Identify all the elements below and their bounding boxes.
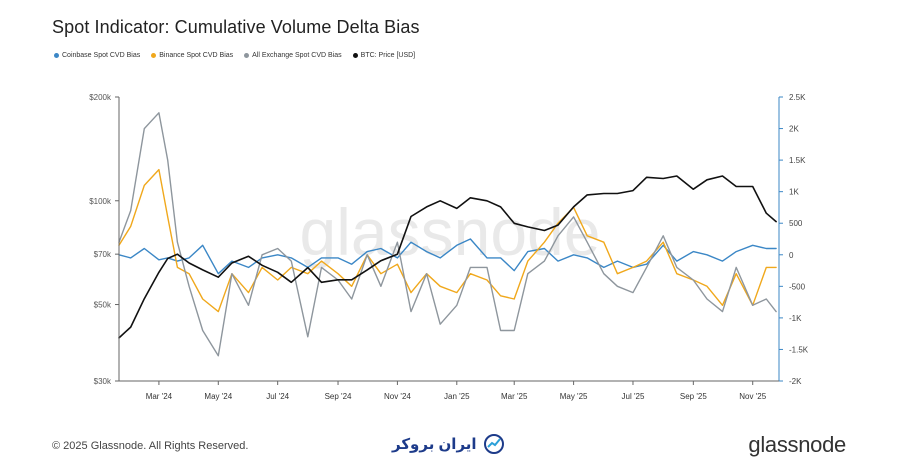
y-right-tick-label: 1.5K bbox=[789, 156, 806, 165]
legend-dot-btc-price bbox=[352, 53, 358, 58]
y-left-tick-label: $70k bbox=[94, 250, 112, 259]
y-right-tick-label: 2.5K bbox=[789, 93, 806, 102]
legend-label-binance: Binance Spot CVD Bias bbox=[159, 52, 234, 59]
y-right-tick-label: 2K bbox=[789, 125, 799, 134]
watermark: glassnode bbox=[300, 195, 601, 269]
x-tick-label: Nov '24 bbox=[384, 392, 411, 401]
footer-copyright: © 2025 Glassnode. All Rights Reserved. bbox=[52, 440, 249, 452]
x-tick-label: May '24 bbox=[204, 392, 232, 401]
y-right-tick-label: -1.5K bbox=[789, 345, 809, 354]
series-line-0 bbox=[118, 238, 777, 275]
y-right-tick-label: -1K bbox=[789, 314, 802, 323]
x-tick-label: Nov '25 bbox=[739, 392, 766, 401]
legend-item-binance[interactable]: Binance Spot CVD Bias bbox=[151, 52, 233, 59]
legend-label-btc-price: BTC: Price [USD] bbox=[360, 52, 416, 59]
y-left-tick-label: $100k bbox=[89, 197, 112, 206]
y-left-tick-label: $200k bbox=[89, 93, 112, 102]
series-line-1 bbox=[118, 168, 777, 313]
partner-chart-icon bbox=[483, 434, 504, 454]
chart-legend: Coinbase Spot CVD Bias Binance Spot CVD … bbox=[54, 52, 415, 59]
footer-partner-logo: ایران بروکر bbox=[392, 434, 505, 454]
y-left-tick-label: $30k bbox=[94, 377, 112, 386]
legend-dot-coinbase bbox=[54, 53, 59, 58]
x-tick-label: Jan '25 bbox=[444, 392, 470, 401]
x-tick-label: Sep '24 bbox=[325, 392, 352, 401]
series-line-3 bbox=[118, 175, 777, 339]
legend-dot-all-exchange bbox=[244, 53, 250, 58]
legend-label-coinbase: Coinbase Spot CVD Bias bbox=[62, 52, 141, 59]
legend-item-btc-price[interactable]: BTC: Price [USD] bbox=[352, 52, 416, 59]
x-tick-label: Mar '24 bbox=[146, 392, 173, 401]
x-tick-label: Jul '25 bbox=[622, 392, 645, 401]
y-right-tick-label: 1K bbox=[789, 188, 799, 197]
legend-item-all-exchange[interactable]: All Exchange Spot CVD Bias bbox=[244, 52, 342, 59]
footer-brand-logo: glassnode bbox=[748, 432, 846, 457]
y-right-tick-label: -2K bbox=[789, 377, 802, 386]
x-tick-label: Sep '25 bbox=[680, 392, 707, 401]
y-right-tick-label: 500 bbox=[789, 219, 803, 228]
y-right-tick-label: 0 bbox=[789, 251, 794, 260]
x-tick-label: Jul '24 bbox=[266, 392, 289, 401]
chart-title: Spot Indicator: Cumulative Volume Delta … bbox=[52, 17, 420, 37]
x-tick-label: Mar '25 bbox=[501, 392, 528, 401]
legend-label-all-exchange: All Exchange Spot CVD Bias bbox=[252, 52, 342, 59]
y-right-tick-label: -500 bbox=[789, 282, 806, 291]
legend-dot-binance bbox=[151, 53, 157, 58]
partner-name: ایران بروکر bbox=[392, 436, 477, 453]
y-left-tick-label: $50k bbox=[94, 301, 112, 310]
x-tick-label: May '25 bbox=[560, 392, 588, 401]
series-line-2 bbox=[118, 112, 777, 357]
legend-item-coinbase[interactable]: Coinbase Spot CVD Bias bbox=[54, 52, 140, 59]
